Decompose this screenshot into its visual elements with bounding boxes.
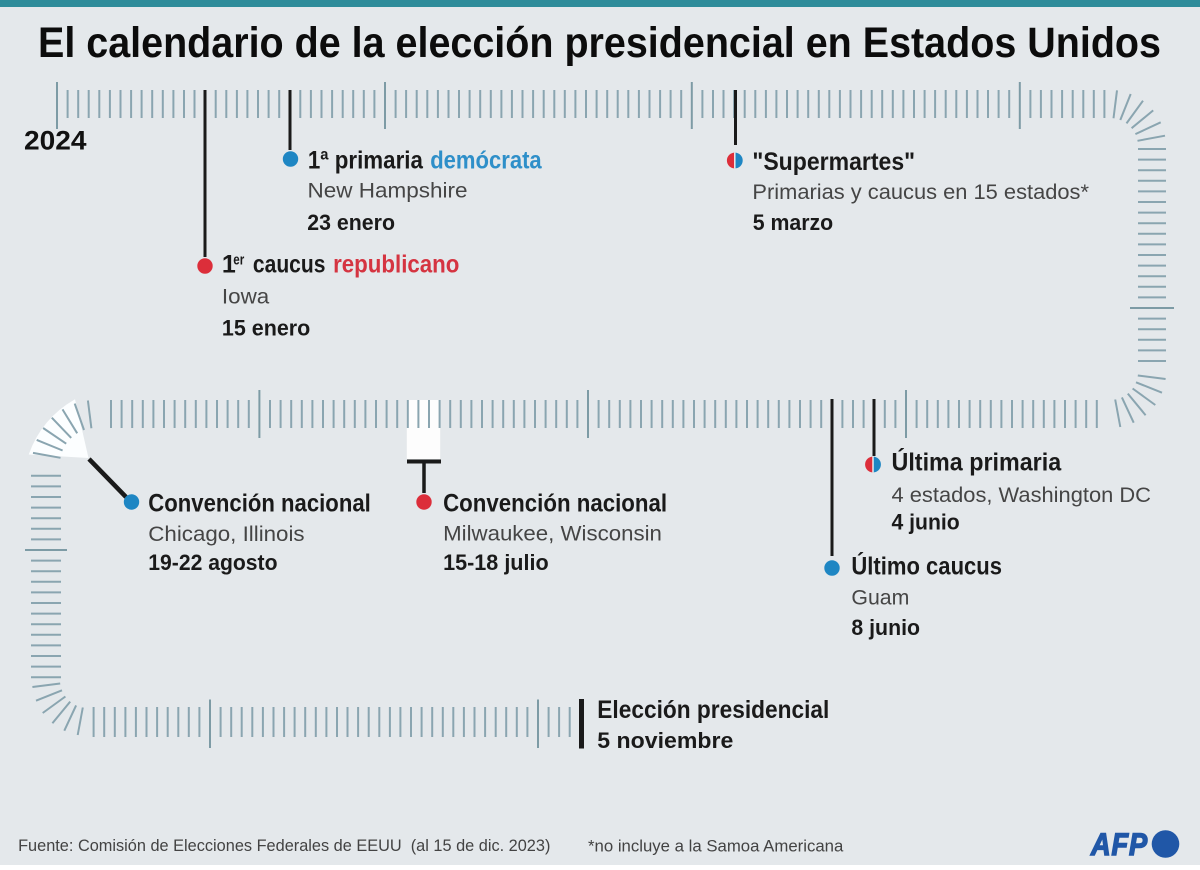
svg-text:Convención nacional: Convención nacional <box>443 490 667 518</box>
svg-text:New Hampshire: New Hampshire <box>308 180 468 203</box>
svg-text:Fuente: Comisión de Elecciones: Fuente: Comisión de Elecciones Federales… <box>18 836 550 855</box>
svg-text:1ª primaria: 1ª primaria <box>308 146 424 174</box>
svg-text:Iowa: Iowa <box>222 286 270 309</box>
svg-text:er: er <box>233 252 244 269</box>
svg-text:4 junio: 4 junio <box>892 510 960 535</box>
svg-text:El calendario de la elección p: El calendario de la elección presidencia… <box>38 20 1161 67</box>
svg-text:5 noviembre: 5 noviembre <box>597 728 733 753</box>
svg-text:15-18 julio: 15-18 julio <box>443 550 549 575</box>
svg-text:Primarias y caucus en 15 estad: Primarias y caucus en 15 estados* <box>752 181 1089 204</box>
svg-text:15 enero: 15 enero <box>222 316 310 341</box>
svg-text:Elección presidencial: Elección presidencial <box>597 696 829 724</box>
svg-text:Último caucus: Último caucus <box>851 550 1002 580</box>
svg-text:caucus: caucus <box>253 251 326 279</box>
svg-text:1: 1 <box>222 251 236 279</box>
svg-text:Última primaria: Última primaria <box>892 447 1063 477</box>
svg-text:Convención nacional: Convención nacional <box>148 490 370 518</box>
svg-text:Chicago, Illinois: Chicago, Illinois <box>148 523 304 546</box>
svg-text:19-22 agosto: 19-22 agosto <box>148 550 277 575</box>
svg-text:Guam: Guam <box>851 587 909 610</box>
svg-text:4 estados, Washington DC: 4 estados, Washington DC <box>892 484 1152 507</box>
svg-text:"Supermartes": "Supermartes" <box>752 148 915 176</box>
svg-text:*no incluye a la Samoa America: *no incluye a la Samoa Americana <box>588 836 844 855</box>
svg-text:2024: 2024 <box>24 126 87 156</box>
svg-text:5 marzo: 5 marzo <box>753 210 834 235</box>
svg-text:8 junio: 8 junio <box>851 615 920 640</box>
svg-text:23 enero: 23 enero <box>307 210 395 235</box>
svg-text:AFP: AFP <box>1090 826 1148 862</box>
svg-text:demócrata: demócrata <box>430 146 542 174</box>
svg-text:Milwaukee, Wisconsin: Milwaukee, Wisconsin <box>443 523 662 546</box>
svg-text:republicano: republicano <box>333 251 459 279</box>
